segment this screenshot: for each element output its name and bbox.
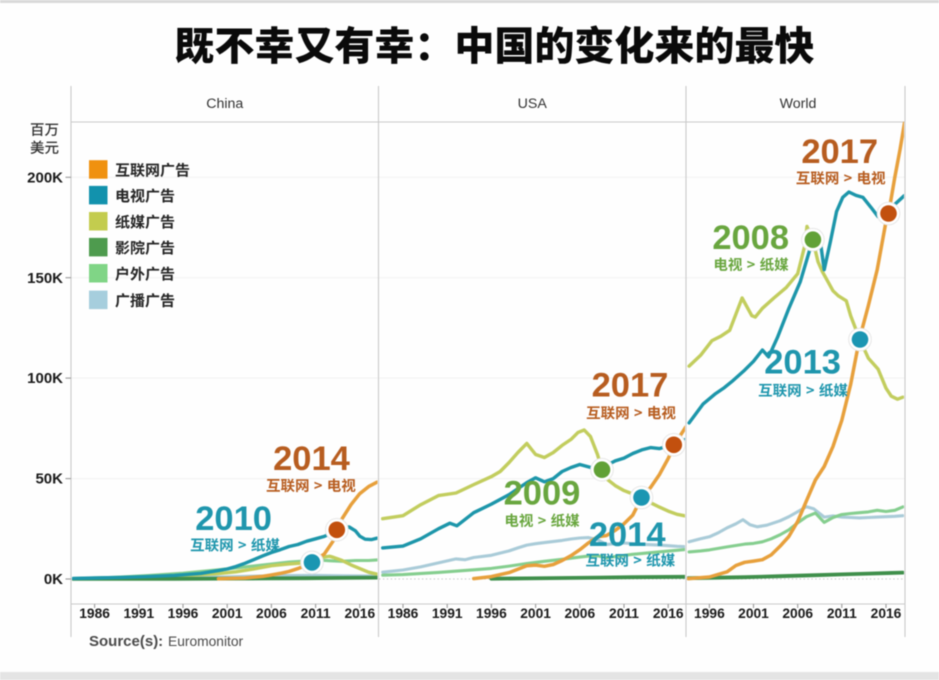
svg-text:2009: 2009 bbox=[504, 474, 581, 512]
svg-text:China: China bbox=[206, 96, 243, 112]
svg-text:2017: 2017 bbox=[801, 133, 878, 171]
svg-text:100K: 100K bbox=[27, 370, 63, 387]
svg-text:Source(s):: Source(s): bbox=[89, 633, 163, 650]
svg-text:1996: 1996 bbox=[476, 606, 507, 621]
svg-text:2010: 2010 bbox=[195, 500, 272, 538]
svg-text:2011: 2011 bbox=[301, 606, 331, 621]
svg-text:0K: 0K bbox=[44, 571, 63, 588]
svg-text:50K: 50K bbox=[35, 471, 63, 488]
svg-text:1991: 1991 bbox=[123, 606, 154, 621]
svg-text:2006: 2006 bbox=[782, 606, 813, 621]
svg-text:2006: 2006 bbox=[256, 606, 287, 621]
svg-text:2001: 2001 bbox=[738, 606, 769, 621]
svg-text:Euromonitor: Euromonitor bbox=[168, 634, 244, 649]
svg-text:2006: 2006 bbox=[564, 606, 595, 621]
svg-text:2016: 2016 bbox=[344, 606, 375, 621]
svg-text:USA: USA bbox=[518, 96, 548, 112]
svg-text:2014: 2014 bbox=[589, 516, 666, 554]
svg-text:200K: 200K bbox=[27, 169, 63, 186]
svg-text:2001: 2001 bbox=[212, 606, 243, 621]
svg-text:2011: 2011 bbox=[609, 606, 639, 621]
svg-text:2016: 2016 bbox=[653, 606, 684, 621]
svg-text:2013: 2013 bbox=[764, 343, 841, 381]
svg-text:150K: 150K bbox=[27, 270, 63, 287]
svg-text:2016: 2016 bbox=[871, 606, 902, 621]
svg-text:1991: 1991 bbox=[432, 606, 463, 621]
svg-text:1986: 1986 bbox=[388, 606, 419, 621]
svg-text:1996: 1996 bbox=[168, 606, 199, 621]
svg-text:World: World bbox=[780, 96, 817, 112]
svg-text:2008: 2008 bbox=[712, 219, 789, 257]
svg-text:2011: 2011 bbox=[827, 606, 857, 621]
svg-text:2017: 2017 bbox=[592, 366, 669, 404]
svg-text:2014: 2014 bbox=[273, 440, 350, 478]
svg-text:1996: 1996 bbox=[694, 606, 725, 621]
svg-text:1986: 1986 bbox=[79, 606, 110, 621]
svg-text:2001: 2001 bbox=[520, 606, 551, 621]
